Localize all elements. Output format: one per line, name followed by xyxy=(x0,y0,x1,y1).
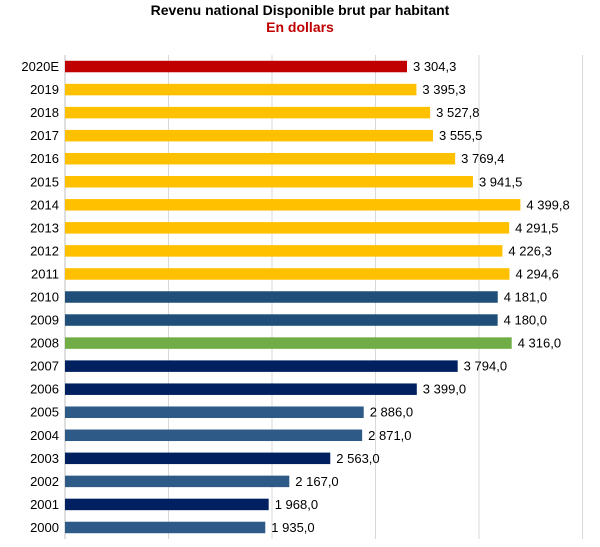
category-label: 2001 xyxy=(30,497,59,512)
bar-2018 xyxy=(65,106,431,119)
bar-2007 xyxy=(65,360,458,372)
value-label: 1 935,0 xyxy=(271,520,314,535)
value-label: 4 399,8 xyxy=(526,197,569,212)
category-label: 2007 xyxy=(30,359,59,374)
value-label: 4 180,0 xyxy=(504,313,547,328)
category-label: 2008 xyxy=(30,336,59,351)
category-label: 2014 xyxy=(30,197,59,212)
bar-2014 xyxy=(65,199,521,211)
bar-2012 xyxy=(65,245,503,257)
bar-2009 xyxy=(65,314,498,326)
category-label: 2009 xyxy=(30,313,59,328)
value-label: 3 527,8 xyxy=(436,105,479,120)
value-label: 3 304,3 xyxy=(413,59,456,74)
bar-2005 xyxy=(65,406,364,418)
bar-2020e xyxy=(65,60,407,73)
category-label: 2019 xyxy=(30,82,59,97)
bar-2019 xyxy=(65,83,417,96)
bar-2017 xyxy=(65,129,433,142)
value-label: 3 794,0 xyxy=(464,359,507,374)
category-label: 2003 xyxy=(30,451,59,466)
bar-2004 xyxy=(65,429,363,442)
chart-subtitle: En dollars xyxy=(266,19,334,35)
value-label: 2 886,0 xyxy=(370,405,413,420)
value-label: 4 316,0 xyxy=(518,336,561,351)
value-label: 3 395,3 xyxy=(422,82,465,97)
category-label: 2016 xyxy=(30,151,59,166)
category-label: 2006 xyxy=(30,382,59,397)
bar-2001 xyxy=(65,498,269,511)
bar-2016 xyxy=(65,152,456,165)
value-label: 2 563,0 xyxy=(336,451,379,466)
value-label: 3 399,0 xyxy=(423,382,466,397)
bar-2002 xyxy=(65,475,290,488)
category-label: 2011 xyxy=(31,266,59,281)
bar-2015 xyxy=(65,176,473,188)
value-label: 2 871,0 xyxy=(368,428,411,443)
value-label: 3 941,5 xyxy=(479,174,522,189)
category-label: 2015 xyxy=(30,174,59,189)
value-label: 4 291,5 xyxy=(515,220,558,235)
category-label: 2018 xyxy=(30,105,59,120)
category-label: 2005 xyxy=(30,405,59,420)
value-label: 4 294,6 xyxy=(515,266,558,281)
bar-2003 xyxy=(65,452,331,465)
category-label: 2004 xyxy=(30,428,59,443)
category-label: 2020E xyxy=(21,59,59,74)
bar-2011 xyxy=(65,268,510,280)
category-label: 2000 xyxy=(30,520,59,535)
category-label: 2017 xyxy=(30,128,59,143)
chart-title: Revenu national Disponible brut par habi… xyxy=(150,2,450,18)
category-label: 2010 xyxy=(30,290,59,305)
value-label: 3 555,5 xyxy=(439,128,482,143)
bar-2008 xyxy=(65,337,512,349)
bar-2000 xyxy=(65,521,266,534)
bar-2013 xyxy=(65,222,510,234)
category-label: 2013 xyxy=(30,220,59,235)
value-label: 2 167,0 xyxy=(295,474,338,489)
category-label: 2002 xyxy=(30,474,59,489)
bar-2006 xyxy=(65,383,417,395)
value-label: 4 226,3 xyxy=(508,243,551,258)
value-label: 1 968,0 xyxy=(275,497,318,512)
category-label: 2012 xyxy=(30,243,59,258)
value-label: 3 769,4 xyxy=(461,151,504,166)
bar-2010 xyxy=(65,291,498,303)
value-label: 4 181,0 xyxy=(504,290,547,305)
